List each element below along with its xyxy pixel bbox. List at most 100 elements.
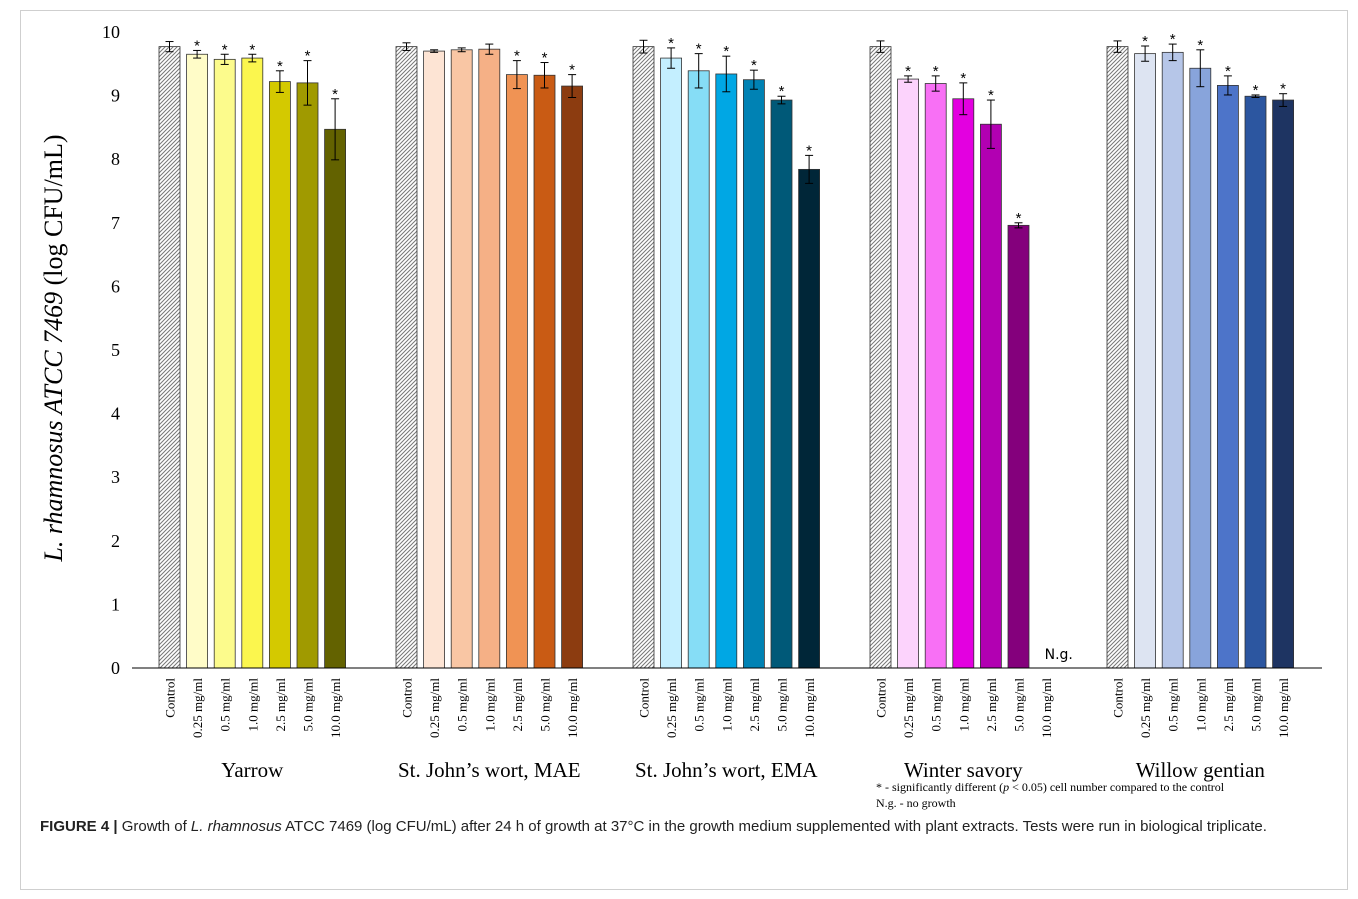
y-tick-label: 9 xyxy=(111,86,120,106)
bar xyxy=(952,98,975,669)
bar xyxy=(715,73,738,669)
bar xyxy=(241,57,264,669)
significance-marker: * xyxy=(305,48,311,65)
significance-marker: * xyxy=(1142,33,1148,50)
bar xyxy=(660,57,682,669)
x-tick-label: 2.5 mg/ml xyxy=(1221,678,1236,732)
x-tick-label: 10.0 mg/ml xyxy=(1276,678,1291,738)
bar xyxy=(687,70,710,669)
y-axis-label-units: (log CFU/mL) xyxy=(39,134,68,291)
significance-marker: * xyxy=(960,70,966,87)
significance-marker: * xyxy=(222,41,228,58)
x-tick-label: 2.5 mg/ml xyxy=(984,678,999,732)
bar xyxy=(505,74,528,669)
x-tick-label: 0.5 mg/ml xyxy=(692,678,707,732)
figure-frame xyxy=(20,10,1348,890)
bar xyxy=(324,128,347,669)
significance-marker: * xyxy=(905,63,911,80)
x-tick-label: 0.5 mg/ml xyxy=(218,678,233,732)
significance-marker: * xyxy=(194,37,200,54)
significance-marker: * xyxy=(277,58,283,75)
x-tick-label: 0.5 mg/ml xyxy=(929,678,944,732)
significance-marker: * xyxy=(696,41,702,58)
x-tick-label: 5.0 mg/ml xyxy=(538,678,553,732)
x-tick-label: 5.0 mg/ml xyxy=(1249,678,1264,732)
bar-chart: L. rhamnosus ATCC 7469 (log CFU/mL) 0 1 2 3… xyxy=(39,22,1322,810)
caption-species: L. rhamnosus xyxy=(190,818,282,835)
footnote-sig-part2: < 0.05) cell number compared to the cont… xyxy=(1009,780,1225,794)
bar xyxy=(770,99,793,669)
caption-text-after: ATCC 7469 (log CFU/mL) after 24 h of gro… xyxy=(281,818,1267,835)
x-tick-label: Control xyxy=(874,678,889,718)
x-tick-label: 1.0 mg/ml xyxy=(719,678,734,732)
significance-marker: * xyxy=(1280,81,1286,98)
group-label: Winter savory xyxy=(904,758,1023,782)
y-tick-label: 3 xyxy=(111,467,120,487)
x-tick-label: 0.25 mg/ml xyxy=(664,678,679,738)
y-tick-label: 6 xyxy=(111,276,120,296)
x-tick-label: 0.25 mg/ml xyxy=(190,678,205,738)
bar xyxy=(186,53,209,669)
bar xyxy=(1244,95,1267,669)
footnote-sig-part1: * - significantly different ( xyxy=(876,780,1003,794)
group-label: Yarrow xyxy=(221,758,284,782)
x-tick-label: 10.0 mg/ml xyxy=(328,678,343,738)
x-tick-label: 5.0 mg/ml xyxy=(1012,678,1027,732)
x-tick-label: 0.25 mg/ml xyxy=(1138,678,1153,738)
group-label: Willow gentian xyxy=(1136,758,1266,782)
significance-marker: * xyxy=(569,62,575,79)
caption-text-before: Growth of xyxy=(117,818,191,835)
significance-marker: * xyxy=(1016,210,1022,227)
significance-marker: * xyxy=(1170,31,1176,48)
footnote-no-growth: N.g. - no growth xyxy=(876,796,956,810)
group-label: St. John’s wort, MAE xyxy=(398,758,581,782)
significance-marker: * xyxy=(806,142,812,159)
x-tick-label: Control xyxy=(1111,678,1126,718)
x-tick-label: 5.0 mg/ml xyxy=(301,678,316,732)
y-axis: 0 1 2 3 4 5 6 7 8 9 10 xyxy=(102,22,120,678)
figure-caption: FIGURE 4 | Growth of L. rhamnosus ATCC 7… xyxy=(40,816,1320,838)
bar xyxy=(533,74,556,669)
significance-marker: * xyxy=(1253,82,1259,99)
significance-marker: * xyxy=(751,57,757,74)
x-tick-label: Control xyxy=(637,678,652,718)
footnote-significance: * - significantly different (p < 0.05) c… xyxy=(876,780,1225,794)
bar xyxy=(561,85,583,669)
y-tick-label: 1 xyxy=(111,594,120,614)
bar xyxy=(423,50,446,669)
x-tick-label: 1.0 mg/ml xyxy=(482,678,497,732)
bars: * * * * * * * * * * * * * * * * * * * * N.g. * * * * * * xyxy=(158,31,1294,669)
x-tick-label: 5.0 mg/ml xyxy=(775,678,790,732)
significance-marker: * xyxy=(779,83,785,100)
bar xyxy=(213,58,236,669)
x-tick-label: 1.0 mg/ml xyxy=(245,678,260,732)
bar xyxy=(1134,53,1156,669)
group-labels: Yarrow St. John’s wort, MAE St. John’s wor… xyxy=(221,758,1265,782)
bar xyxy=(1189,67,1212,669)
bar xyxy=(1217,85,1239,669)
bar xyxy=(798,168,820,669)
bar xyxy=(395,46,418,669)
x-tick-label: 0.25 mg/ml xyxy=(427,678,442,738)
y-tick-label: 10 xyxy=(102,22,120,42)
x-tick-label: Control xyxy=(163,678,178,718)
significance-marker: * xyxy=(933,63,939,80)
x-tick-label: 1.0 mg/ml xyxy=(956,678,971,732)
y-axis-label: L. rhamnosus ATCC 7469 (log CFU/mL) xyxy=(39,134,68,562)
bar xyxy=(743,79,765,669)
significance-marker: * xyxy=(249,41,255,58)
x-tick-label: 0.5 mg/ml xyxy=(1166,678,1181,732)
significance-marker: * xyxy=(1197,37,1203,54)
bar xyxy=(924,83,947,669)
x-tick-label: 2.5 mg/ml xyxy=(510,678,525,732)
x-tick-label: 0.25 mg/ml xyxy=(901,678,916,738)
bar xyxy=(1106,46,1129,669)
significance-marker: * xyxy=(1225,63,1231,80)
significance-marker: * xyxy=(988,87,994,104)
significance-marker: * xyxy=(542,50,548,67)
y-tick-label: 5 xyxy=(111,340,120,360)
x-tick-label: 2.5 mg/ml xyxy=(273,678,288,732)
x-tick-label: 10.0 mg/ml xyxy=(1039,678,1054,738)
y-tick-label: 0 xyxy=(111,658,120,678)
significance-marker: * xyxy=(332,86,338,103)
